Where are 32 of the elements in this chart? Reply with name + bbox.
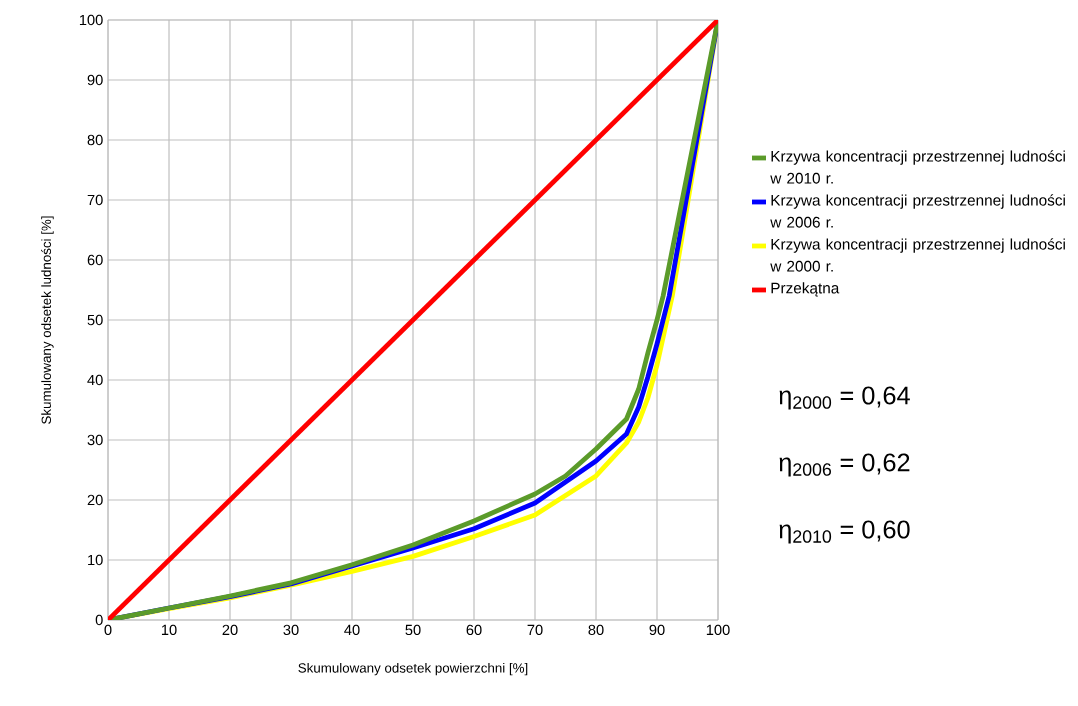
y-axis-title: Skumulowany odsetek ludności [%] [41, 216, 54, 424]
x-tick-label: 70 [527, 624, 543, 636]
x-tick-label: 50 [405, 624, 421, 636]
legend-label: Krzywa koncentracji przestrzennej ludności w 2010 r. [770, 150, 1065, 184]
line-series [108, 19, 718, 620]
x-tick-label: 10 [161, 624, 177, 636]
text: η$_{2010}$ = 0,60 [779, 520, 910, 544]
x-tick-label: 60 [466, 624, 482, 636]
y-tick-label: 50 [87, 314, 103, 326]
legend-label: Krzywa koncentracji przestrzennej ludności w 2000 r. [770, 238, 1065, 272]
x-tick-label: 80 [588, 624, 604, 636]
x-tick-label: 30 [283, 624, 299, 636]
legend-label: Krzywa koncentracji przestrzennej ludności w 2006 r. [770, 194, 1065, 228]
y-tick-label: 70 [87, 194, 103, 206]
x-tick-label: 100 [706, 624, 730, 636]
x-tick-label: 20 [222, 624, 238, 636]
x-tick-label: 0 [104, 624, 112, 636]
legend-label: Przekątna [771, 282, 840, 297]
text: η$_{2006}$ = 0,62 [779, 453, 910, 477]
x-tick-label: 90 [649, 624, 665, 636]
y-tick-label: 20 [87, 494, 103, 506]
y-tick-label: 90 [87, 74, 103, 86]
text: η$_{2000}$ = 0,64 [779, 386, 910, 410]
y-tick-label: 10 [88, 554, 103, 566]
y-tick-label: 40 [87, 374, 103, 386]
y-tick-label: 80 [87, 134, 103, 146]
x-axis-title: Skumulowany odsetek powierzchni [%] [298, 662, 528, 676]
y-tick-label: 0 [95, 614, 103, 626]
y-tick-label: 30 [87, 434, 103, 446]
x-tick-label: 40 [344, 624, 360, 636]
y-tick-label: 60 [87, 254, 103, 266]
y-tick-label: 100 [79, 14, 103, 26]
